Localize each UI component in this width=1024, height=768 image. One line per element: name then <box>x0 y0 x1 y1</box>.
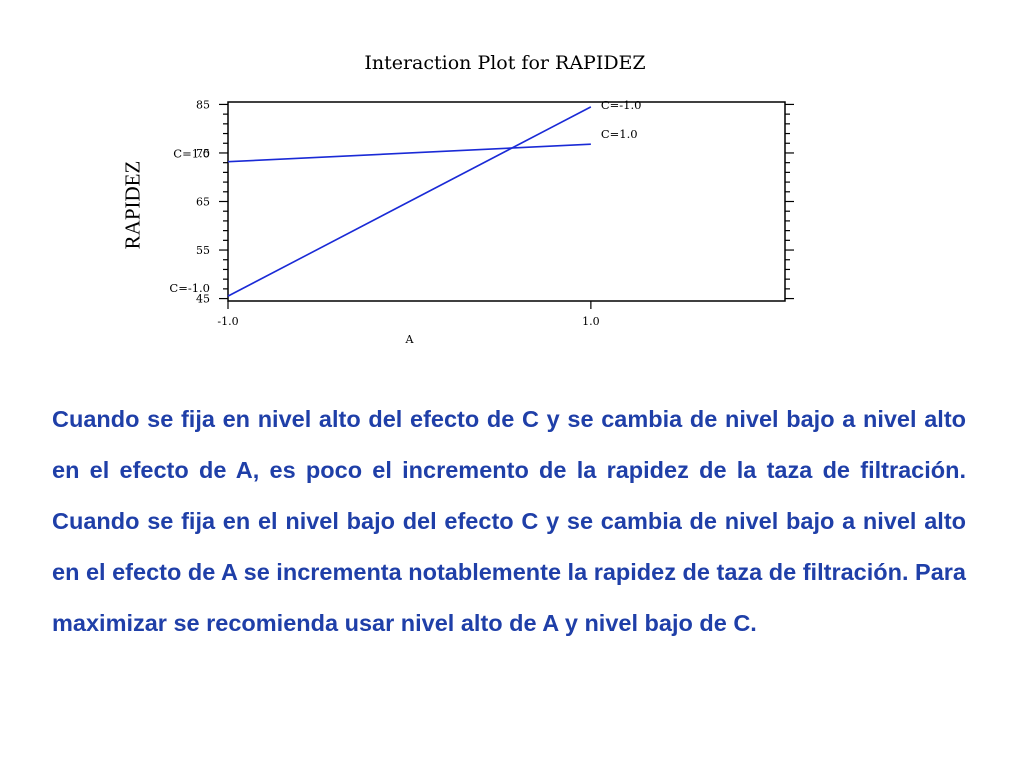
series-line-2 <box>227 106 592 297</box>
series-start-label-1: C=1.0 <box>173 147 210 161</box>
y-tick-label: 65 <box>196 196 210 209</box>
y-tick-label: 55 <box>196 244 210 257</box>
plot-frame <box>227 101 786 302</box>
series-end-label-2: C=-1.0 <box>601 98 642 112</box>
x-tick-label: 1.0 <box>582 315 600 328</box>
x-tick-label: -1.0 <box>217 315 238 328</box>
y-tick-label: 85 <box>196 98 210 111</box>
interaction-plot: 45 55 65 75 85 -1.0 1.0 A C=1.0 C=1.0 C=-1.0 C=-1.… <box>169 98 794 346</box>
series-start-label-2: C=-1.0 <box>169 281 210 295</box>
series-line-1 <box>227 143 591 163</box>
y-tick-label: 45 <box>196 293 210 306</box>
series-end-label-1: C=1.0 <box>601 127 638 141</box>
x-axis-title: A <box>404 333 414 346</box>
explanation-paragraph: Cuando se fija en nivel alto del efecto … <box>52 406 966 636</box>
chart-title: Interaction Plot for RAPIDEZ <box>364 52 646 74</box>
y-tick-label: 75 <box>196 147 210 160</box>
